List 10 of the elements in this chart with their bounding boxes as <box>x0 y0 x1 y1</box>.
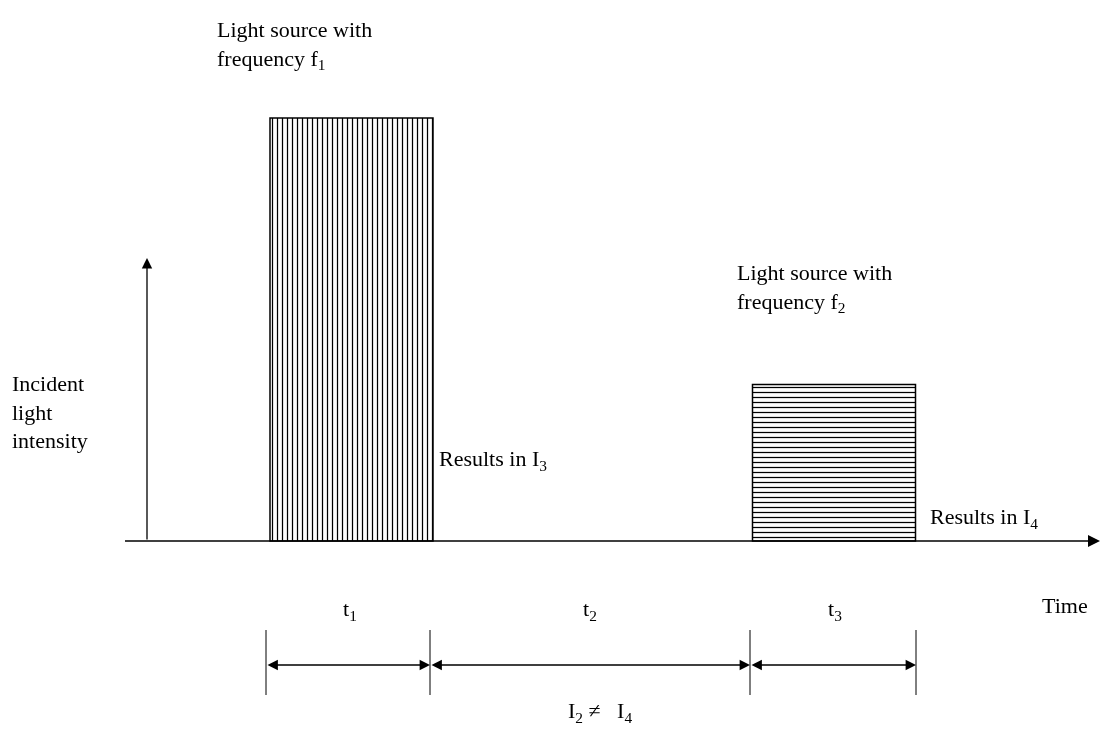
text: t$_{2}$ <box>583 596 597 624</box>
annotation: Results in I$_{4}$ <box>930 504 1039 532</box>
text: I$_{2}$ ≠ I$_{4}$ <box>568 698 633 726</box>
annotation: Results in I$_{3}$ <box>439 446 548 474</box>
x-axis-title: Time <box>1042 593 1088 618</box>
text: t$_{3}$ <box>828 596 843 624</box>
y-axis-title: Incident light intensity <box>12 371 88 454</box>
text: t$_{1}$ <box>343 596 357 624</box>
annotation: Light source with frequency f$_{2}$ <box>737 260 893 317</box>
text: Light source with frequency f$_{1}$ <box>217 17 373 74</box>
